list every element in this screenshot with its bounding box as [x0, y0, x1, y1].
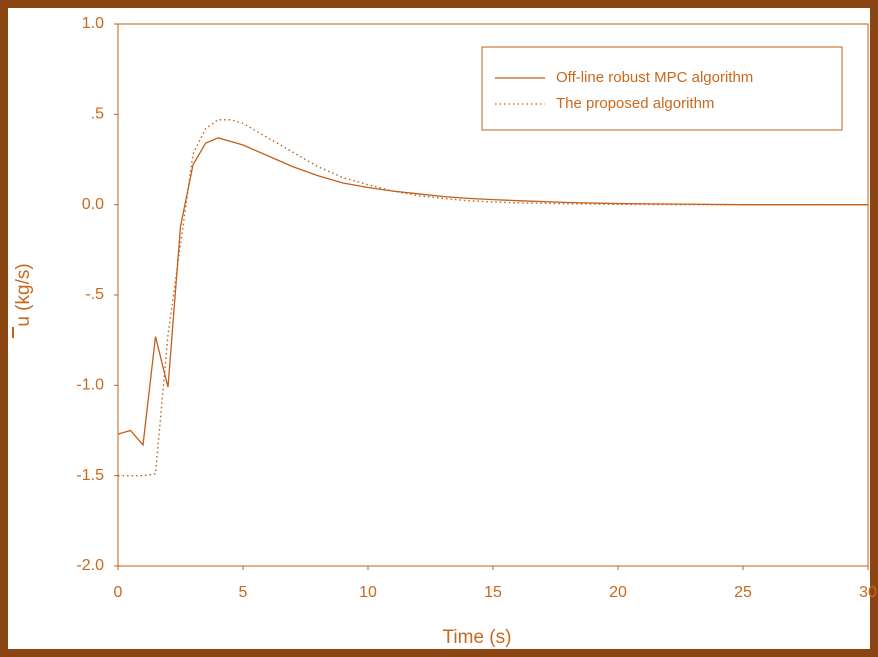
- x-axis-title: Time (s): [443, 627, 512, 648]
- x-tick-label: 30: [859, 584, 877, 601]
- x-tick-label: 15: [484, 584, 502, 601]
- x-tick-label: 10: [359, 584, 377, 601]
- x-tick-label: 20: [609, 584, 627, 601]
- y-tick-label: -2.0: [76, 557, 104, 574]
- legend-label: Off-line robust MPC algorithm: [556, 69, 753, 86]
- y-tick-label: .5: [91, 106, 104, 123]
- data-line: [118, 119, 868, 477]
- y-tick-label: -.5: [85, 286, 104, 303]
- x-tick-label: 0: [114, 584, 123, 601]
- y-tick-label: 1.0: [82, 15, 104, 32]
- legend-box: [481, 46, 843, 131]
- y-tick-label: 0.0: [82, 196, 104, 213]
- x-tick-label: 25: [734, 584, 752, 601]
- data-line: [117, 137, 868, 447]
- legend-label: The proposed algorithm: [556, 95, 714, 112]
- y-tick-label: -1.0: [76, 377, 104, 394]
- y-tick-label: -1.5: [76, 467, 104, 484]
- x-tick-label: 5: [239, 584, 248, 601]
- y-axis-title: u (kg/s): [13, 263, 34, 326]
